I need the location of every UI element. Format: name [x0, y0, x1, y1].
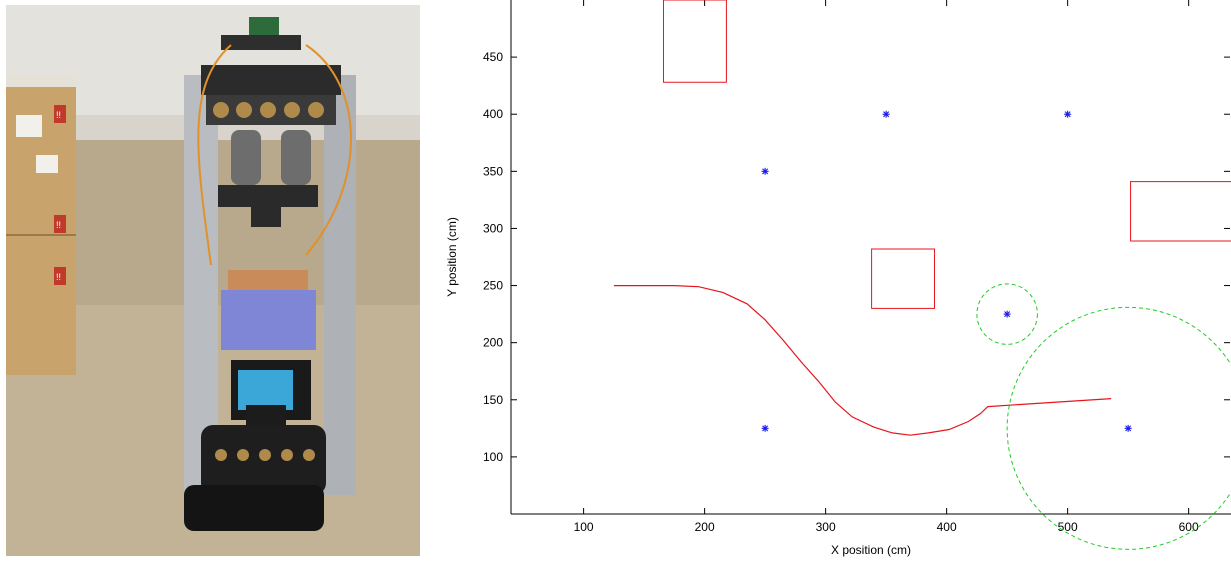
obstacle-rects — [662, 0, 1231, 309]
x-tick-label: 300 — [816, 520, 836, 534]
y-tick-label: 100 — [483, 450, 503, 464]
box-label: !! — [56, 220, 61, 230]
landmark-marker — [761, 424, 769, 432]
robot-photo: !! !! !! — [6, 5, 420, 556]
landmark-marker — [882, 110, 890, 118]
box-label: !! — [56, 272, 61, 282]
box-label: !! — [56, 110, 61, 120]
y-tick-label: 450 — [483, 50, 503, 64]
landmark-marker — [1124, 424, 1132, 432]
x-axis-label: X position (cm) — [831, 543, 911, 557]
obstacle-rect — [1130, 181, 1231, 242]
range-circle — [1006, 306, 1231, 550]
x-tick-label: 400 — [937, 520, 957, 534]
landmark-markers — [761, 110, 1132, 432]
plot-frame — [510, 0, 1231, 515]
y-tick-label: 300 — [483, 221, 503, 235]
x-tick-label: 100 — [574, 520, 594, 534]
x-tick-label: 500 — [1058, 520, 1078, 534]
robot-path-line — [613, 285, 1112, 436]
range-circles — [976, 283, 1231, 550]
y-tick-label: 150 — [483, 393, 503, 407]
landmark-marker — [761, 167, 769, 175]
y-tick-label: 400 — [483, 107, 503, 121]
x-tick-label: 600 — [1179, 520, 1199, 534]
range-circle — [976, 283, 1038, 345]
y-axis-label: Y position (cm) — [445, 217, 459, 297]
y-tick-label: 350 — [483, 164, 503, 178]
x-tick-label: 200 — [695, 520, 715, 534]
y-tick-label: 200 — [483, 336, 503, 350]
trajectory-plot: 100 200 300 400 500 600 100 150 200 250 300 350 400 4… — [445, 0, 1231, 557]
y-tick-label: 250 — [483, 279, 503, 293]
axis-ticks: 100 200 300 400 500 600 100 150 200 250 300 350 400 4… — [483, 0, 1230, 534]
landmark-marker — [1064, 110, 1072, 118]
obstacle-rect — [871, 248, 936, 309]
landmark-marker — [1003, 310, 1011, 318]
obstacle-rect — [662, 0, 727, 83]
